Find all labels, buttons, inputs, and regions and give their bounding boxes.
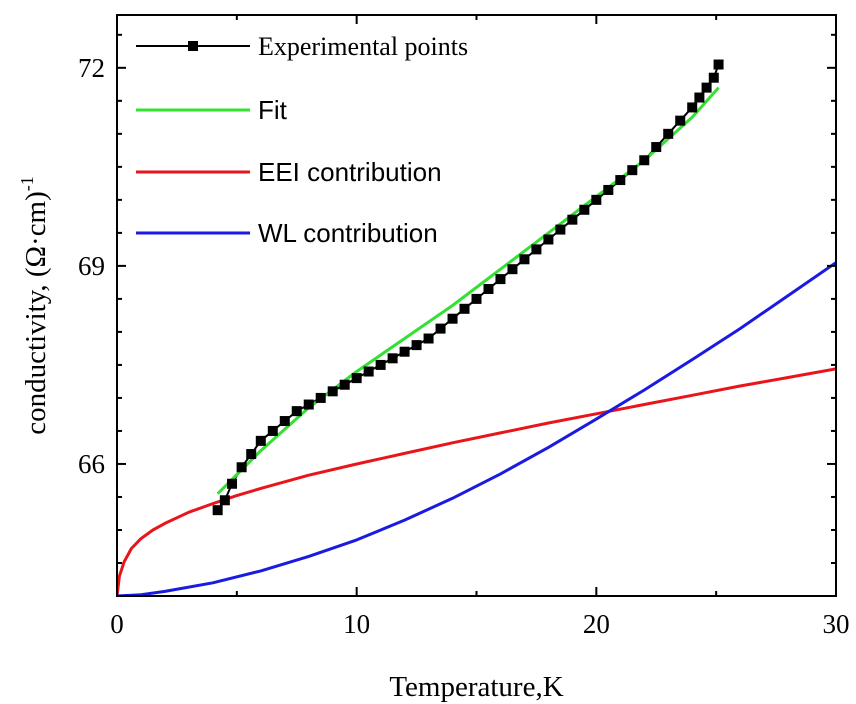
experimental-point — [291, 406, 302, 417]
series-line-experimental-points — [216, 64, 720, 511]
experimental-point — [411, 340, 422, 351]
legend-marker — [188, 41, 198, 51]
experimental-point — [363, 366, 374, 377]
plot-lines — [117, 64, 836, 596]
experimental-point — [387, 353, 398, 364]
experimental-point — [339, 379, 350, 390]
experimental-point — [471, 293, 482, 304]
experimental-point — [567, 214, 578, 225]
experimental-point — [236, 462, 247, 473]
x-tick-label: 10 — [343, 609, 370, 639]
experimental-point — [708, 72, 719, 83]
legend-label-fit: Fit — [258, 95, 288, 125]
experimental-point — [495, 274, 506, 285]
legend: Experimental points Fit EEI contribution WL… — [136, 32, 468, 248]
experimental-point — [459, 303, 470, 314]
experimental-point — [687, 102, 698, 113]
series-line-fit — [216, 86, 720, 495]
y-axis-title-superscript: -1 — [17, 176, 37, 191]
y-tick-label: 69 — [78, 251, 105, 281]
experimental-point — [447, 313, 458, 324]
experimental-point — [694, 92, 705, 103]
experimental-point — [663, 128, 674, 139]
experimental-point — [375, 359, 386, 370]
experimental-point — [399, 346, 410, 357]
experimental-point — [603, 184, 614, 195]
experimental-point — [713, 59, 724, 70]
experimental-point — [519, 254, 530, 265]
plot-frame — [116, 14, 837, 597]
legend-label-eei-contribution: EEI contribution — [258, 157, 442, 187]
experimental-point — [639, 155, 650, 166]
experimental-point — [327, 386, 338, 397]
experimental-point — [279, 416, 290, 427]
legend-label-experimental-points: Experimental points — [258, 32, 468, 61]
series-line-eei-contribution — [117, 367, 836, 596]
experimental-point — [351, 373, 362, 384]
experimental-point — [627, 165, 638, 176]
experimental-point — [315, 392, 326, 403]
experimental-point — [507, 264, 518, 275]
legend-label-wl-contribution: WL contribution — [258, 218, 438, 248]
experimental-point — [651, 142, 662, 153]
experimental-point — [591, 194, 602, 205]
experimental-point — [246, 449, 257, 460]
experimental-point — [483, 283, 494, 294]
experimental-point — [555, 224, 566, 235]
y-tick-label: 72 — [78, 53, 105, 83]
experimental-point — [303, 399, 314, 410]
experimental-point — [423, 333, 434, 344]
experimental-point — [227, 478, 238, 489]
experimental-point — [267, 425, 278, 436]
x-tick-label: 30 — [823, 609, 850, 639]
experimental-point — [615, 175, 626, 186]
experimental-point — [435, 323, 446, 334]
x-axis-title: Temperature,K — [389, 671, 563, 703]
axis-ticks — [116, 15, 837, 597]
experimental-point — [531, 244, 542, 255]
experimental-point — [701, 82, 712, 93]
y-axis-title-main: conductivity, (Ω·cm) — [20, 191, 52, 435]
tick-labels: 0 10 20 30 66 69 72 — [78, 53, 850, 639]
experimental-markers — [212, 59, 724, 516]
experimental-point — [219, 495, 230, 506]
y-tick-label: 66 — [78, 449, 105, 479]
x-tick-label: 20 — [583, 609, 610, 639]
x-tick-label: 0 — [110, 609, 124, 639]
experimental-point — [255, 435, 266, 446]
experimental-point — [675, 115, 686, 126]
experimental-point — [212, 505, 223, 516]
experimental-point — [579, 204, 590, 215]
series-line-wl-contribution — [117, 261, 836, 596]
y-axis-title: conductivity, (Ω·cm)-1 — [17, 176, 52, 435]
experimental-point — [543, 234, 554, 245]
